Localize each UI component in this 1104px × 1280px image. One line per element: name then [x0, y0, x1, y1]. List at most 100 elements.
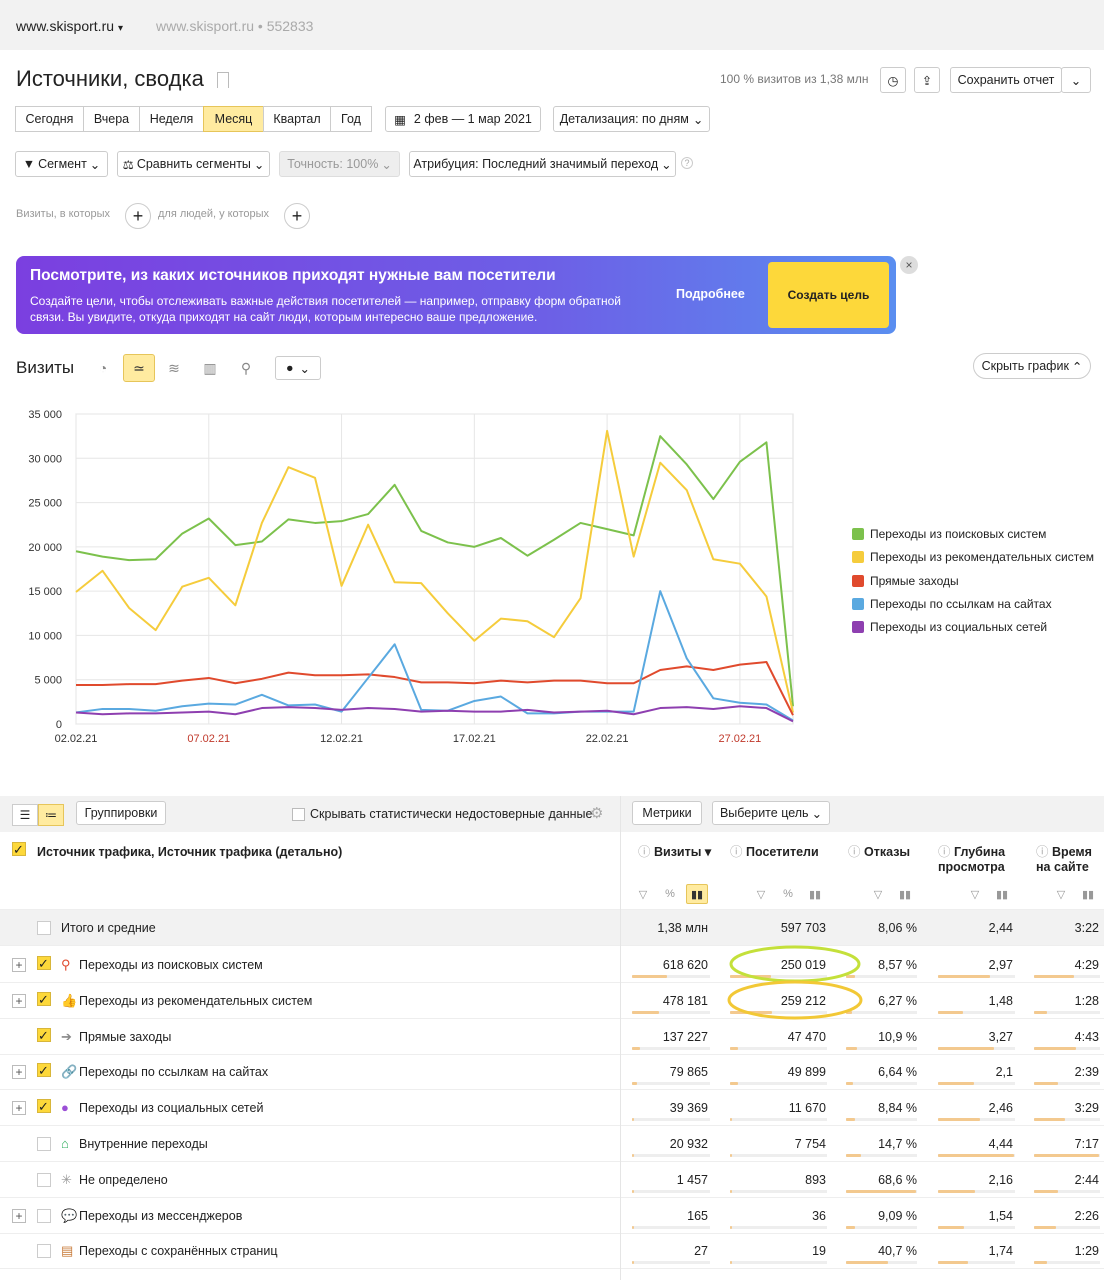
- bar-chart-icon[interactable]: ▥: [203, 359, 217, 376]
- banner-more-link[interactable]: Подробнее: [676, 287, 745, 301]
- line-chart-icon[interactable]: ≃: [123, 354, 155, 382]
- bar-fill: [1034, 1046, 1076, 1050]
- create-goal-button[interactable]: Создать цель: [768, 262, 889, 328]
- bar-icon[interactable]: ▮▮: [808, 888, 822, 901]
- hide-chart-button[interactable]: Скрыть график ⌃: [973, 353, 1091, 379]
- tree-view-icon[interactable]: ≔: [38, 804, 64, 826]
- filter-icon[interactable]: ▽: [638, 888, 648, 901]
- bar-fill: [846, 1261, 888, 1265]
- column-visits-header[interactable]: ⓘ Визиты ▾: [638, 845, 712, 859]
- add-people-filter-button[interactable]: +: [284, 203, 310, 229]
- list-view-icon[interactable]: ☰: [12, 804, 38, 826]
- period-5[interactable]: Год: [330, 106, 372, 132]
- y-tick-label: 30 000: [28, 453, 62, 465]
- attribution-dropdown[interactable]: Атрибуция: Последний значимый переход ⌄: [409, 151, 676, 177]
- row-checkbox[interactable]: ✓: [37, 956, 51, 971]
- period-2[interactable]: Неделя: [139, 106, 204, 132]
- table-row[interactable]: ✳ Не определено 1 457 893 68,6 % 2,16 2:44: [0, 1162, 1104, 1198]
- filter-icon[interactable]: ▽: [970, 888, 980, 901]
- gear-icon[interactable]: ⚙: [590, 805, 604, 822]
- area-chart-icon[interactable]: ≋: [168, 359, 180, 376]
- row-checkbox[interactable]: [37, 1137, 51, 1151]
- table-row[interactable]: + ✓ 👍 Переходы из рекомендательных систем 47…: [0, 983, 1104, 1019]
- legend-item[interactable]: Переходы по ссылкам на сайтах: [852, 597, 1052, 611]
- expand-icon[interactable]: +: [12, 1101, 26, 1116]
- cell-2: 14,7 %: [878, 1137, 917, 1151]
- hide-unreliable-checkbox[interactable]: [292, 808, 305, 821]
- period-0[interactable]: Сегодня: [15, 106, 84, 132]
- bar-fill: [846, 1010, 853, 1014]
- expand-icon[interactable]: +: [12, 1208, 26, 1223]
- export-icon[interactable]: ⇪: [914, 67, 940, 93]
- expand-icon[interactable]: +: [12, 1065, 26, 1080]
- filter-icon: ▼: [22, 157, 36, 171]
- row-checkbox[interactable]: ✓: [37, 991, 51, 1006]
- row-checkbox[interactable]: ✓: [37, 1027, 51, 1042]
- bookmark-icon[interactable]: [217, 72, 229, 88]
- add-visit-filter-button[interactable]: +: [125, 203, 151, 229]
- cell-0: 1 457: [676, 1172, 708, 1187]
- date-range-button[interactable]: ▦ 2 фев — 1 мар 2021: [385, 106, 541, 132]
- chevron-down-icon[interactable]: ⌄: [1061, 67, 1091, 93]
- bar-icon[interactable]: ▮▮: [1081, 888, 1095, 901]
- visit-share: 100 % визитов из 1,38 млн: [720, 72, 869, 86]
- bar-icon[interactable]: ▮▮: [898, 888, 912, 901]
- expand-icon[interactable]: +: [12, 993, 26, 1008]
- table-row[interactable]: ▤ Переходы с сохранённых страниц 27 19 40,7 …: [0, 1233, 1104, 1270]
- cell-2: 10,9 %: [878, 1029, 917, 1044]
- bar-track: [730, 1118, 827, 1122]
- bar-icon[interactable]: ▮▮: [686, 884, 708, 904]
- period-3[interactable]: Месяц: [203, 106, 264, 132]
- groupings-button[interactable]: Группировки: [76, 801, 166, 825]
- expand-icon[interactable]: +: [12, 958, 26, 972]
- segment-button[interactable]: ▼ Сегмент ⌄: [15, 151, 108, 177]
- table-row[interactable]: + ✓ 🔗 Переходы по ссылкам на сайтах 79 865 49…: [0, 1054, 1104, 1091]
- legend-item[interactable]: Переходы из поисковых систем: [852, 527, 1046, 541]
- filter-icon[interactable]: ▽: [873, 888, 883, 901]
- bar-track: [632, 1046, 710, 1050]
- pie-chart-icon[interactable]: ◔: [98, 360, 108, 376]
- period-1[interactable]: Вчера: [83, 106, 140, 132]
- percent-icon[interactable]: %: [783, 888, 793, 900]
- row-checkbox[interactable]: [37, 1172, 51, 1187]
- row-checkbox[interactable]: [37, 921, 51, 935]
- history-icon[interactable]: ◷: [880, 67, 906, 93]
- period-4[interactable]: Квартал: [263, 106, 331, 132]
- bar-fill: [1034, 1261, 1048, 1265]
- row-checkbox[interactable]: ✓: [37, 1099, 51, 1114]
- help-icon[interactable]: ?: [681, 157, 693, 169]
- row-checkbox[interactable]: ✓: [37, 1063, 51, 1078]
- legend-item[interactable]: Переходы из социальных сетей: [852, 620, 1047, 634]
- table-row[interactable]: ⌂ Внутренние переходы 20 932 7 754 14,7 % 4,4…: [0, 1126, 1104, 1162]
- column-bounce-header[interactable]: ⓘ Отказы: [848, 845, 910, 860]
- column-time-header[interactable]: ⓘ Время на сайте: [1036, 845, 1100, 875]
- detail-dropdown[interactable]: Детализация: по дням ⌄: [553, 106, 710, 132]
- annotations-dropdown[interactable]: ● ⌄: [275, 356, 321, 380]
- banner-text: Создайте цели, чтобы отслеживать важные …: [30, 294, 622, 324]
- select-all-checkbox[interactable]: ✓: [12, 842, 26, 857]
- table-row[interactable]: ✓ ➔ Прямые заходы 137 227 47 470 10,9 % 3,27 4:…: [0, 1019, 1104, 1055]
- total-row[interactable]: Итого и средние 1,38 млн 597 703 8,06 % 2,44…: [0, 910, 1104, 946]
- table-row[interactable]: + 💬 Переходы из мессенджеров 165 36 9,09 % 1,5…: [0, 1198, 1104, 1234]
- column-visitors-header[interactable]: ⓘ Посетители: [730, 845, 819, 860]
- choose-goal-dropdown[interactable]: Выберите цель ⌄: [712, 801, 830, 825]
- metrics-button[interactable]: Метрики: [632, 801, 702, 825]
- map-pin-icon[interactable]: ⚲: [240, 359, 252, 376]
- percent-icon[interactable]: %: [665, 888, 675, 900]
- table-row[interactable]: + ✓ ● Переходы из социальных сетей 39 369 11 …: [0, 1090, 1104, 1127]
- bar-icon[interactable]: ▮▮: [995, 888, 1009, 901]
- site-selector[interactable]: www.skisport.ru ▾: [16, 18, 123, 34]
- row-checkbox[interactable]: [37, 1208, 51, 1223]
- compare-segments-button[interactable]: ⚖ Сравнить сегменты ⌄: [117, 151, 270, 177]
- save-report-button[interactable]: Сохранить отчет: [950, 67, 1062, 93]
- legend-item[interactable]: Прямые заходы: [852, 574, 959, 588]
- close-icon[interactable]: ×: [900, 256, 918, 274]
- filter-icon[interactable]: ▽: [756, 888, 766, 901]
- legend-item[interactable]: Переходы из рекомендательных систем: [852, 550, 1094, 564]
- filter-icon[interactable]: ▽: [1056, 888, 1066, 901]
- row-checkbox[interactable]: [37, 1244, 51, 1259]
- bar-track: [1034, 1118, 1100, 1122]
- accuracy-dropdown[interactable]: Точность: 100% ⌄: [279, 151, 400, 177]
- table-row[interactable]: + ✓ ⚲ Переходы из поисковых систем 618 620 25…: [0, 947, 1104, 983]
- column-depth-header[interactable]: ⓘ Глубина просмотра: [938, 845, 1008, 875]
